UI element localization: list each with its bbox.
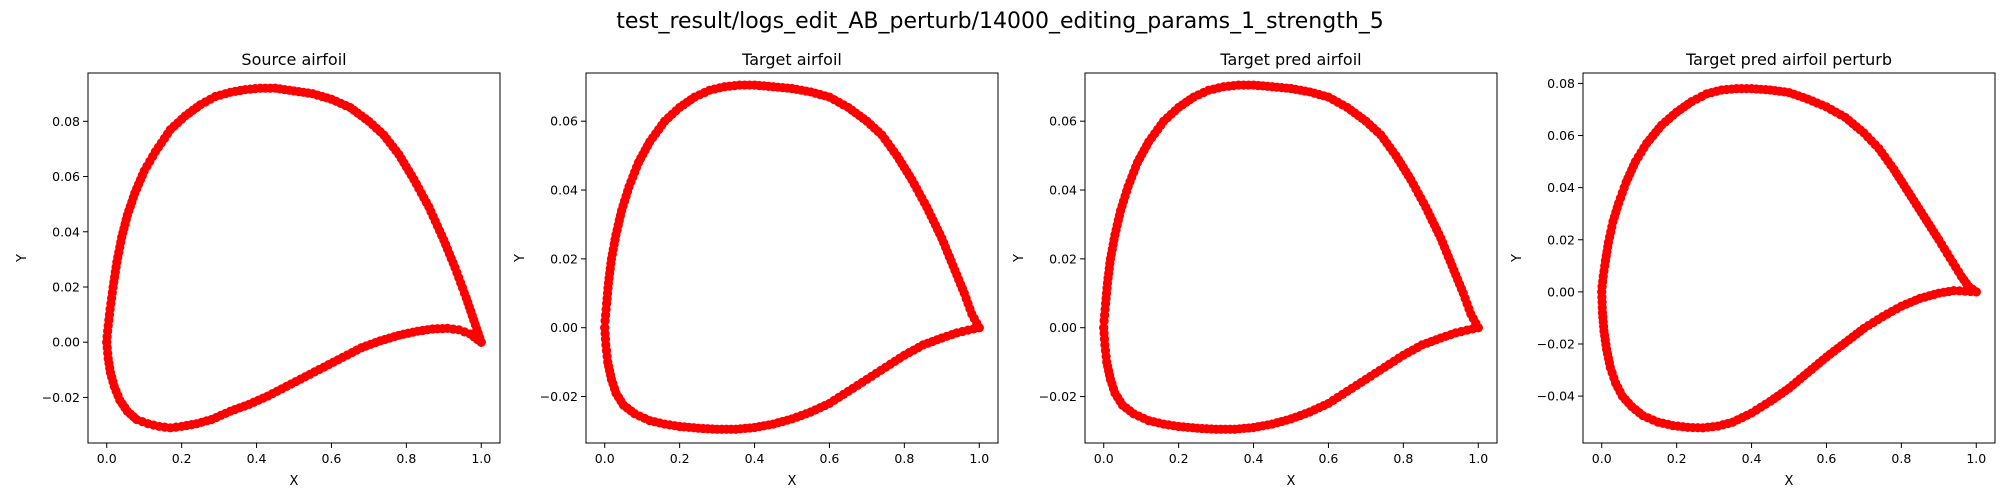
x-tick-label: 0.2 [670, 451, 690, 466]
x-tick-label: 0.0 [1592, 451, 1612, 466]
subplot-title: Target pred airfoil perturb [1685, 50, 1892, 69]
figure-suptitle: test_result/logs_edit_AB_perturb/14000_e… [616, 9, 1384, 34]
y-tick-label: 0.02 [550, 251, 578, 266]
y-tick-label: 0.08 [52, 114, 80, 129]
data-point-lower [1473, 323, 1483, 333]
x-tick-label: 0.2 [1667, 451, 1687, 466]
axes-frame [1084, 72, 1498, 444]
subplot-target-pred-airfoil: Target pred airfoil X Y 0.0 0.2 0.4 0.6 0.8 1… [1012, 50, 1498, 489]
y-tick-label: −0.02 [1039, 389, 1077, 404]
y-tick-label: 0.00 [1547, 284, 1575, 299]
x-tick-label: 0.6 [1817, 451, 1837, 466]
y-tick-label: 0.06 [1049, 114, 1077, 129]
x-axis-label: X [290, 474, 299, 489]
x-tick-label: 0.0 [97, 451, 117, 466]
x-axis-label: X [1785, 474, 1794, 489]
x-tick-label: 0.8 [1891, 451, 1911, 466]
y-tick-label: 0.04 [550, 183, 578, 198]
data-point-upper [600, 316, 610, 326]
y-tick-label: 0.08 [1547, 76, 1575, 91]
x-tick-label: 0.4 [745, 451, 765, 466]
subplot-title: Target pred airfoil [1219, 50, 1361, 69]
x-tick-label: 0.4 [1742, 451, 1762, 466]
data-points [600, 80, 984, 434]
x-axis-label: X [1287, 474, 1296, 489]
data-point-lower [1971, 287, 1981, 297]
x-tick-label: 0.6 [322, 451, 342, 466]
x-tick-label: 0.6 [1319, 451, 1339, 466]
y-tick-label: 0.02 [1049, 251, 1077, 266]
y-tick-label: 0.04 [52, 224, 80, 239]
y-tick-label: 0.02 [52, 279, 80, 294]
y-tick-label: 0.04 [1049, 183, 1077, 198]
y-axis-label: Y [1510, 254, 1525, 263]
y-axis-label: Y [15, 254, 30, 263]
data-points [1597, 84, 1981, 433]
x-tick-label: 0.8 [1393, 451, 1413, 466]
subplot-target-airfoil: Target airfoil X Y 0.0 0.2 0.4 0.6 0.8 1.0 −0.… [513, 50, 999, 489]
data-points [102, 83, 486, 433]
x-tick-label: 1.0 [1966, 451, 1986, 466]
x-tick-label: 0.2 [172, 451, 192, 466]
x-tick-label: 1.0 [471, 451, 491, 466]
x-tick-label: 0.2 [1169, 451, 1189, 466]
subplot-target-pred-airfoil-perturb: Target pred airfoil perturb X Y 0.0 0.2 0.… [1510, 50, 1996, 489]
x-tick-label: 0.0 [1094, 451, 1114, 466]
data-point-upper [1099, 316, 1109, 326]
y-tick-label: 0.00 [550, 320, 578, 335]
data-point-lower [974, 323, 984, 333]
y-axis-label: Y [1012, 254, 1027, 263]
y-tick-label: 0.02 [1547, 232, 1575, 247]
y-tick-label: −0.02 [42, 390, 80, 405]
y-tick-label: 0.06 [1547, 128, 1575, 143]
y-tick-label: −0.02 [540, 389, 578, 404]
x-tick-label: 1.0 [1468, 451, 1488, 466]
axes-frame [1582, 72, 1996, 444]
y-tick-label: −0.04 [1537, 389, 1575, 404]
data-point-lower [476, 337, 486, 347]
y-tick-label: −0.02 [1537, 336, 1575, 351]
y-tick-label: 0.06 [52, 169, 80, 184]
x-tick-label: 0.4 [247, 451, 267, 466]
subplot-title: Source airfoil [241, 50, 346, 69]
y-tick-label: 0.00 [52, 335, 80, 350]
axes-frame [585, 72, 999, 444]
x-axis-label: X [788, 474, 797, 489]
x-tick-label: 0.0 [595, 451, 615, 466]
subplot-title: Target airfoil [741, 50, 842, 69]
y-tick-label: 0.00 [1049, 320, 1077, 335]
subplot-source-airfoil: Source airfoil X Y 0.0 0.2 0.4 0.6 0.8 1.0 −0.… [15, 50, 501, 489]
axes-frame [87, 72, 501, 444]
x-tick-label: 1.0 [969, 451, 989, 466]
x-tick-label: 0.6 [820, 451, 840, 466]
data-points [1099, 80, 1483, 434]
y-tick-label: 0.06 [550, 114, 578, 129]
y-tick-label: 0.04 [1547, 180, 1575, 195]
x-tick-label: 0.8 [894, 451, 914, 466]
x-tick-label: 0.8 [396, 451, 416, 466]
y-axis-label: Y [513, 254, 528, 263]
x-tick-label: 0.4 [1244, 451, 1264, 466]
